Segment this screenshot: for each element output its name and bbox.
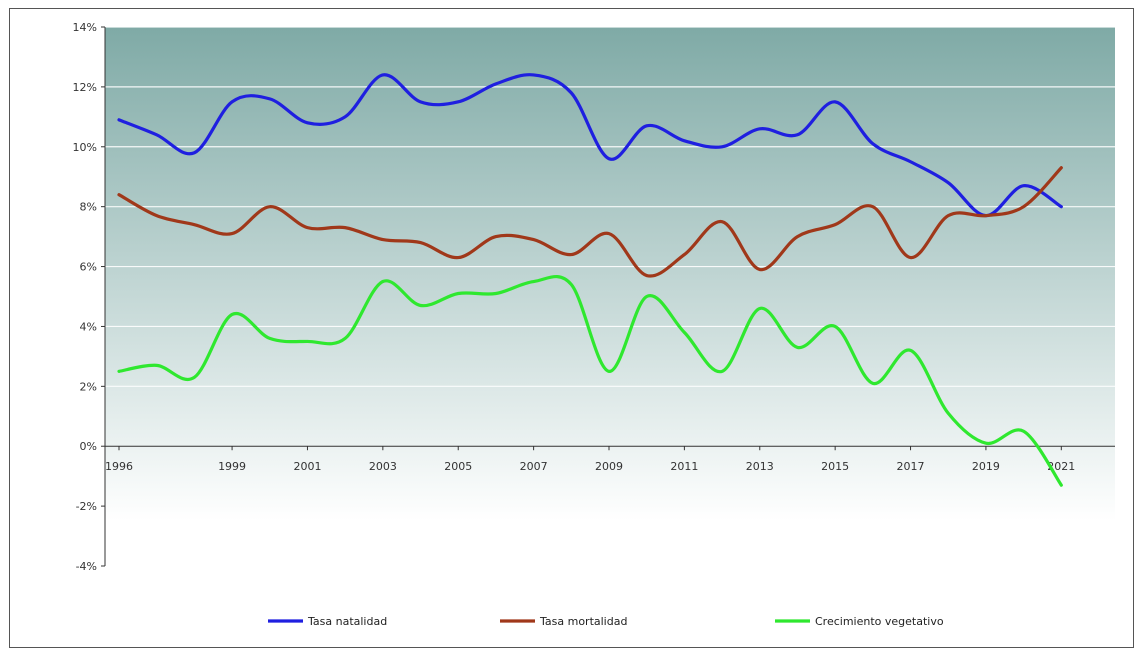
- series-lines: [117, 73, 1063, 487]
- x-tick-label: 2001: [293, 460, 321, 473]
- legend-label-crecimiento-vegetativo: Crecimiento vegetativo: [815, 615, 944, 628]
- chart-frame: 14% 12% 10% 8% 6% 4% 2% 0% -2% -4% 1996 1999 2001 20…: [9, 8, 1134, 648]
- y-tick-label: 10%: [73, 141, 97, 154]
- x-tick-label: 1999: [218, 460, 246, 473]
- y-tick-label: 14%: [73, 21, 97, 34]
- series-line-tasa-natalidad: [117, 73, 1063, 218]
- x-tick-label: 2013: [746, 460, 774, 473]
- y-tick-label: 0%: [80, 440, 97, 453]
- y-tick-label: -4%: [76, 560, 97, 573]
- x-tick-label: 1996: [105, 460, 133, 473]
- x-axis-ticks: 1996 1999 2001 2003 2005 2007 2009 2011 2013 2015…: [105, 446, 1075, 473]
- y-tick-label: 2%: [80, 380, 97, 393]
- x-tick-label: 2003: [369, 460, 397, 473]
- x-tick-label: 2021: [1047, 460, 1075, 473]
- legend-label-tasa-natalidad: Tasa natalidad: [307, 615, 387, 628]
- y-tick-label: -2%: [76, 500, 97, 513]
- line-chart: 14% 12% 10% 8% 6% 4% 2% 0% -2% -4% 1996 1999 2001 20…: [73, 21, 1115, 628]
- y-tick-label: 6%: [80, 261, 97, 274]
- y-tick-label: 4%: [80, 320, 97, 333]
- series-line-tasa-mortalidad: [117, 166, 1063, 278]
- x-tick-label: 2017: [897, 460, 925, 473]
- series-line-crecimiento-vegetativo: [117, 275, 1063, 487]
- x-tick-label: 2005: [444, 460, 472, 473]
- x-tick-label: 2009: [595, 460, 623, 473]
- y-tick-label: 8%: [80, 201, 97, 214]
- legend: Tasa natalidad Tasa mortalidad Crecimiento…: [268, 615, 944, 628]
- y-axis-ticks: 14% 12% 10% 8% 6% 4% 2% 0% -2% -4%: [73, 21, 105, 573]
- x-tick-label: 2007: [520, 460, 548, 473]
- x-tick-label: 2015: [821, 460, 849, 473]
- x-tick-label: 2019: [972, 460, 1000, 473]
- legend-label-tasa-mortalidad: Tasa mortalidad: [539, 615, 627, 628]
- x-tick-label: 2011: [670, 460, 698, 473]
- y-tick-label: 12%: [73, 81, 97, 94]
- plot-background: [105, 27, 1115, 522]
